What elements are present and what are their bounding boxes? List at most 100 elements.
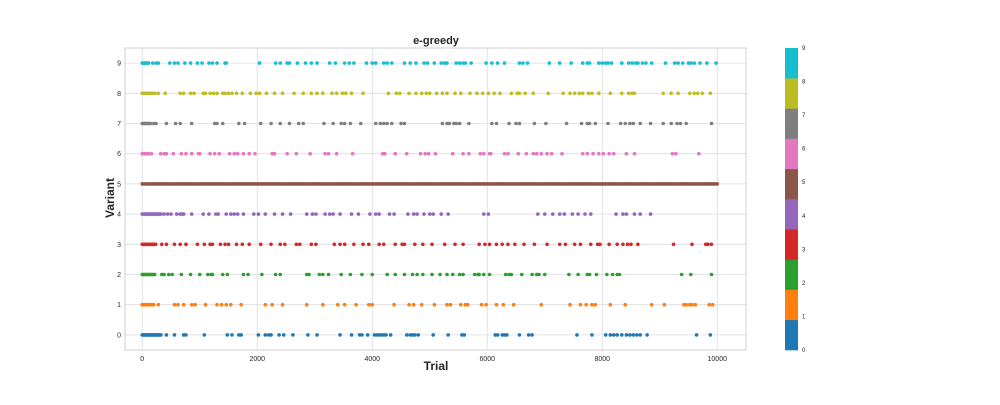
data-point [165, 212, 170, 216]
y-tick-label: 5 [117, 181, 121, 188]
data-point [172, 61, 177, 65]
data-point [183, 61, 187, 65]
data-point [270, 302, 275, 307]
data-point [679, 272, 684, 277]
data-point [453, 91, 457, 96]
data-point [154, 121, 158, 126]
data-point [532, 121, 537, 126]
data-point [490, 121, 494, 126]
data-point [494, 242, 499, 247]
data-point [373, 61, 378, 65]
data-point [216, 212, 220, 216]
data-point [692, 61, 697, 65]
data-point [301, 91, 306, 96]
data-point [624, 333, 629, 337]
data-point [500, 242, 505, 247]
data-point [430, 272, 434, 277]
data-point [695, 91, 700, 96]
data-point [603, 333, 608, 337]
data-point [195, 61, 200, 65]
series-variant-6 [140, 151, 701, 156]
data-point [246, 272, 250, 277]
data-point [459, 91, 463, 96]
data-point [557, 61, 562, 65]
data-point [524, 151, 529, 156]
data-point [468, 91, 472, 96]
data-point [484, 302, 488, 307]
data-point [315, 91, 319, 96]
data-point [240, 242, 245, 247]
data-point [162, 212, 166, 216]
data-point [239, 302, 243, 307]
data-point [408, 61, 413, 65]
data-point [440, 121, 445, 126]
data-point [536, 212, 540, 216]
data-point [327, 212, 332, 216]
data-point [465, 302, 470, 307]
data-point [211, 91, 216, 96]
data-point [590, 333, 594, 337]
data-point [402, 61, 407, 65]
data-point [197, 151, 202, 156]
data-point [549, 151, 554, 156]
data-point [188, 272, 193, 277]
data-point [487, 272, 492, 277]
data-point [338, 333, 342, 337]
data-point [597, 61, 601, 65]
data-point [690, 242, 694, 247]
data-point [373, 121, 378, 126]
y-tick-label: 9 [117, 61, 121, 68]
data-point [178, 91, 182, 96]
data-point [638, 212, 642, 216]
data-point [509, 272, 514, 277]
data-point [697, 151, 701, 156]
data-point [208, 151, 212, 156]
data-point [630, 61, 634, 65]
colorbar-tick-label: 1 [802, 314, 806, 320]
data-point [525, 61, 530, 65]
data-point [427, 91, 432, 96]
data-point [568, 302, 572, 307]
data-point [387, 212, 392, 216]
plot-area [125, 48, 746, 350]
data-point [514, 121, 518, 126]
data-point [225, 333, 230, 337]
data-point [361, 242, 365, 247]
data-point [159, 212, 163, 216]
data-point [269, 121, 273, 126]
data-point [398, 91, 402, 96]
data-point [339, 272, 344, 277]
data-point [676, 61, 680, 65]
data-point [584, 302, 588, 307]
data-point [430, 242, 434, 247]
data-point [563, 242, 568, 247]
data-point [424, 91, 429, 96]
data-point [608, 91, 613, 96]
data-point [367, 242, 371, 247]
data-point [256, 212, 261, 216]
data-point [272, 91, 277, 96]
data-point [164, 333, 169, 337]
data-point [415, 212, 419, 216]
data-point [586, 91, 591, 96]
data-point [241, 151, 246, 156]
data-point [332, 242, 337, 247]
y-tick-label: 6 [117, 151, 121, 158]
data-point [454, 61, 459, 65]
data-point [168, 61, 172, 65]
data-point [298, 242, 302, 247]
data-point [370, 302, 375, 307]
data-point [331, 121, 335, 126]
data-point [146, 151, 151, 156]
data-point [407, 302, 411, 307]
data-point [693, 302, 698, 307]
data-point [594, 272, 599, 277]
data-point [617, 272, 622, 277]
data-point [189, 121, 194, 126]
data-point [176, 61, 180, 65]
data-point [385, 61, 390, 65]
data-point [502, 61, 507, 65]
data-point [385, 272, 390, 277]
data-point [672, 61, 677, 65]
data-point [495, 61, 500, 65]
